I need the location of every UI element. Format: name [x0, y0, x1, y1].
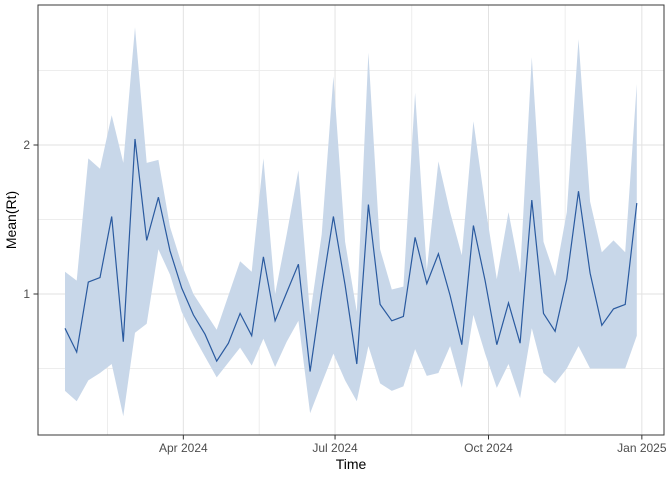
panel-border	[37, 4, 665, 436]
x-axis-title: Time	[336, 456, 367, 472]
mean-rt-line	[64, 138, 638, 372]
y-tick-label: 2	[23, 138, 30, 152]
credible-interval-ribbon	[65, 27, 637, 417]
x-tick-label: Jul 2024	[312, 441, 358, 455]
axis-tick-labels: Apr 2024 Jul 2024 Oct 2024 Jan 2025 1 2	[23, 138, 667, 455]
axis-ticks	[33, 144, 643, 440]
y-axis-title: Mean(Rt)	[3, 191, 19, 249]
x-tick-label: Oct 2024	[464, 441, 513, 455]
x-tick-label: Jan 2025	[617, 441, 667, 455]
y-tick-label: 1	[23, 287, 30, 301]
x-tick-label: Apr 2024	[159, 441, 208, 455]
